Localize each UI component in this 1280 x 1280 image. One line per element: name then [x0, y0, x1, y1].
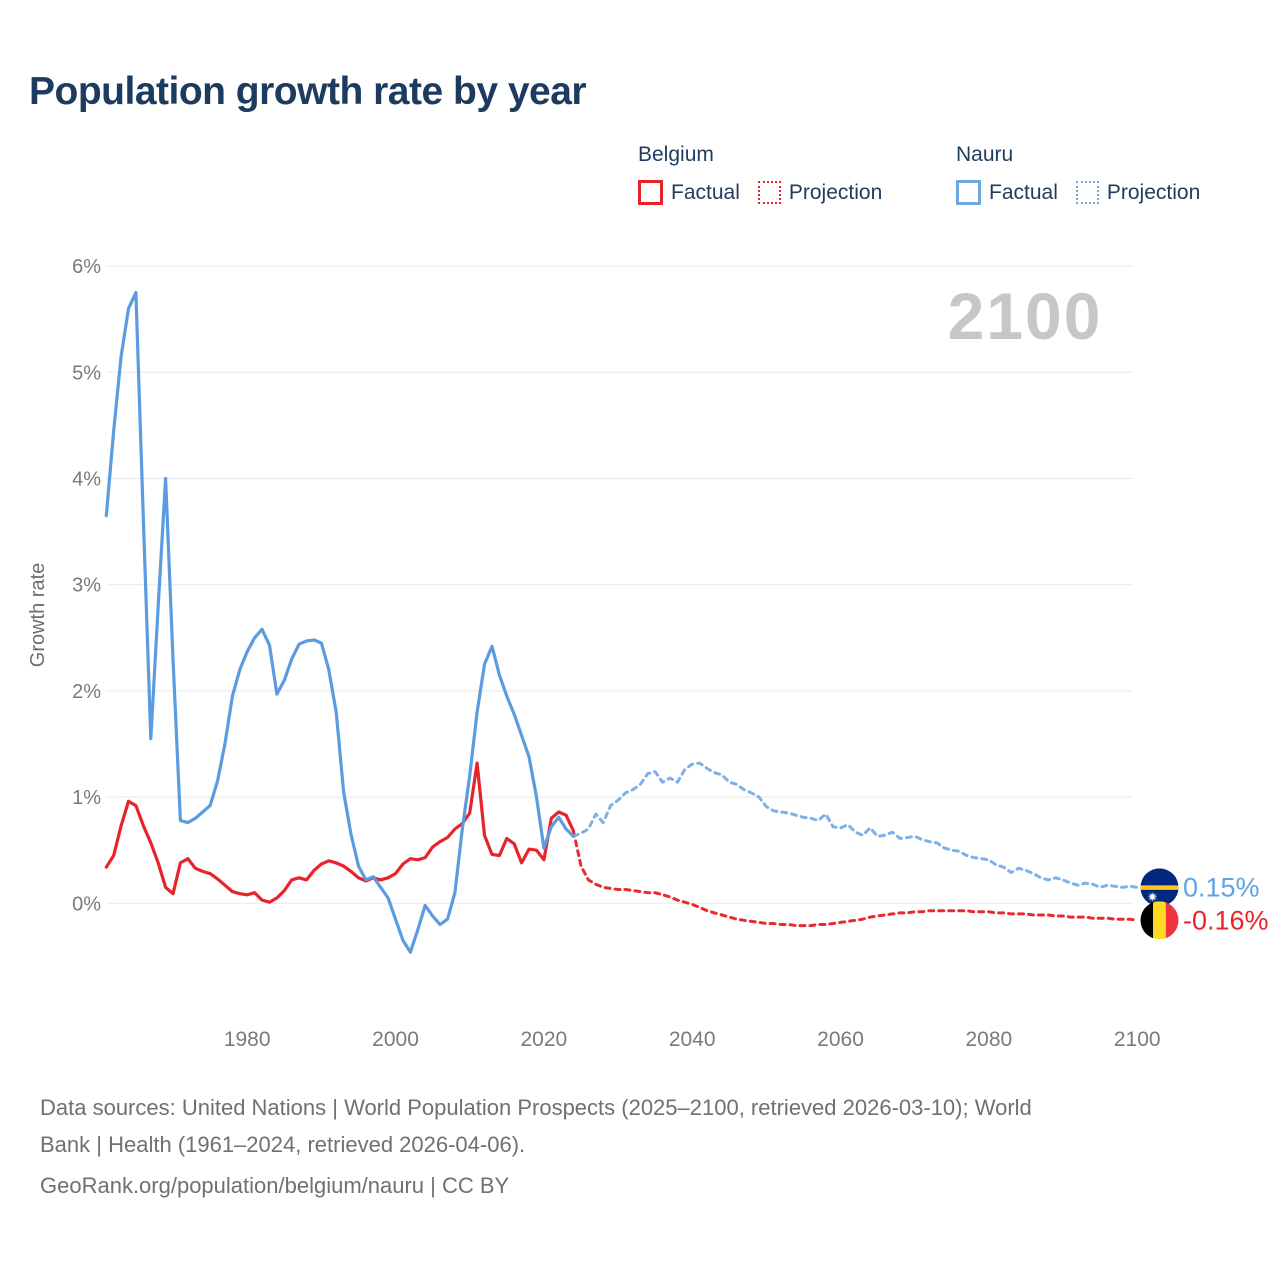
- x-axis-tick-label: 1980: [224, 1028, 271, 1051]
- legend-item-nauru-factual[interactable]: Factual: [956, 180, 1058, 205]
- y-axis-tick-label: 3%: [72, 575, 101, 597]
- legend-row-nauru: Factual Projection: [956, 180, 1218, 205]
- x-axis-tick-label: 2000: [372, 1028, 419, 1051]
- end-value-label-belgium: -0.16%: [1183, 905, 1269, 935]
- legend-country-belgium: Belgium: [638, 143, 714, 166]
- series-line-nauru-factual: [104, 291, 576, 954]
- page-title: Population growth rate by year: [29, 70, 587, 113]
- x-axis-tick-label: 2040: [669, 1028, 716, 1051]
- belgium-projection-swatch-icon: [757, 181, 781, 204]
- x-axis-tick-label: 2100: [1114, 1028, 1161, 1051]
- y-axis-tick-label: 1%: [72, 787, 101, 809]
- x-axis-tick-label: 2060: [817, 1028, 864, 1051]
- series-line-belgium-projection: [572, 829, 1139, 928]
- data-sources-text: Bank | Health (1961–2024, retrieved 2026…: [40, 1132, 526, 1157]
- footer: Data sources: United Nations | World Pop…: [40, 1089, 1250, 1204]
- legend-group-belgium: Belgium Factual Projection: [638, 143, 900, 205]
- series-line-nauru-projection: [572, 761, 1139, 889]
- series-line-belgium-factual: [104, 761, 576, 904]
- y-axis-tick-label: 5%: [72, 362, 101, 384]
- belgium-factual-swatch-icon: [638, 180, 663, 205]
- legend-item-label: Factual: [989, 180, 1058, 204]
- legend-country-nauru: Nauru: [956, 143, 1014, 166]
- nauru-projection-swatch-icon: [1075, 181, 1099, 204]
- y-axis-tick-label: 4%: [72, 469, 101, 491]
- nauru-factual-swatch-icon: [956, 180, 981, 205]
- data-sources-text: Data sources: United Nations | World Pop…: [40, 1095, 1032, 1120]
- x-axis-tick-label: 2020: [521, 1028, 568, 1051]
- end-value-label-nauru: 0.15%: [1183, 872, 1260, 902]
- belgium-flag-icon: [1140, 901, 1179, 940]
- legend-item-belgium-projection[interactable]: Projection: [757, 180, 883, 205]
- y-axis-title: Growth rate: [27, 563, 49, 667]
- legend-item-label: Projection: [788, 180, 883, 204]
- watermark-year: 2100: [947, 279, 1103, 353]
- legend-group-nauru: Nauru Factual Projection: [956, 143, 1218, 205]
- y-axis-tick-label: 0%: [72, 893, 101, 915]
- legend-row-belgium: Factual Projection: [638, 180, 900, 205]
- y-axis-tick-label: 2%: [72, 681, 101, 703]
- legend-item-label: Factual: [671, 180, 740, 204]
- legend-item-label: Projection: [1106, 180, 1201, 204]
- attribution-text: GeoRank.org/population/belgium/nauru | C…: [40, 1173, 510, 1198]
- x-axis-tick-label: 2080: [966, 1028, 1013, 1051]
- legend-item-nauru-projection[interactable]: Projection: [1075, 180, 1201, 205]
- y-axis-tick-label: 6%: [72, 256, 101, 278]
- legend-item-belgium-factual[interactable]: Factual: [638, 180, 740, 205]
- nauru-flag-icon: [1140, 868, 1179, 907]
